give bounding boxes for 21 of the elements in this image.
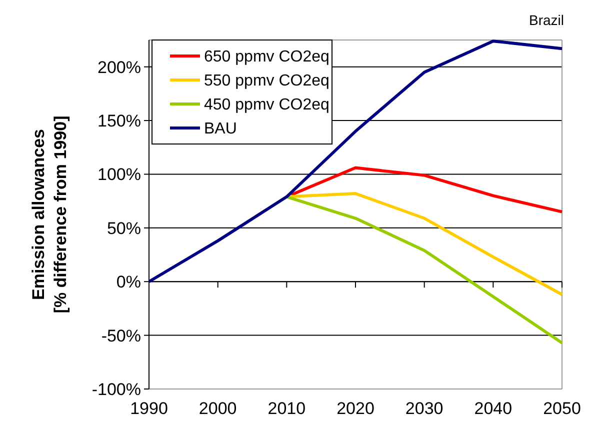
y-axis-title: Emission allowances [% difference from 1990] <box>29 116 70 314</box>
x-tick-label: 2050 <box>543 399 581 418</box>
x-tick-label: 2040 <box>474 399 512 418</box>
y-tick-label: -100% <box>92 380 141 399</box>
y-tick-label: 50% <box>106 218 141 238</box>
x-tick-label: 2010 <box>268 399 306 418</box>
legend-label: 450 ppmv CO2eq <box>204 96 330 114</box>
y-tick-label: -50% <box>101 326 141 346</box>
x-tick-label: 2000 <box>198 399 237 418</box>
legend-label: BAU <box>204 120 237 138</box>
y-tick-label: 150% <box>98 111 141 130</box>
x-tick-label: 2020 <box>336 399 374 418</box>
y-tick-label: 200% <box>98 58 141 77</box>
x-tick-label: 2030 <box>405 399 444 418</box>
y-tick-label: 100% <box>98 165 141 184</box>
x-tick-label: 1990 <box>130 399 168 418</box>
chart-title: Brazil <box>528 12 564 28</box>
legend-label: 650 ppmv CO2eq <box>204 48 330 66</box>
line-series <box>285 195 564 344</box>
legend-label: 550 ppmv CO2eq <box>204 72 330 90</box>
y-tick-label: 0% <box>116 272 141 292</box>
